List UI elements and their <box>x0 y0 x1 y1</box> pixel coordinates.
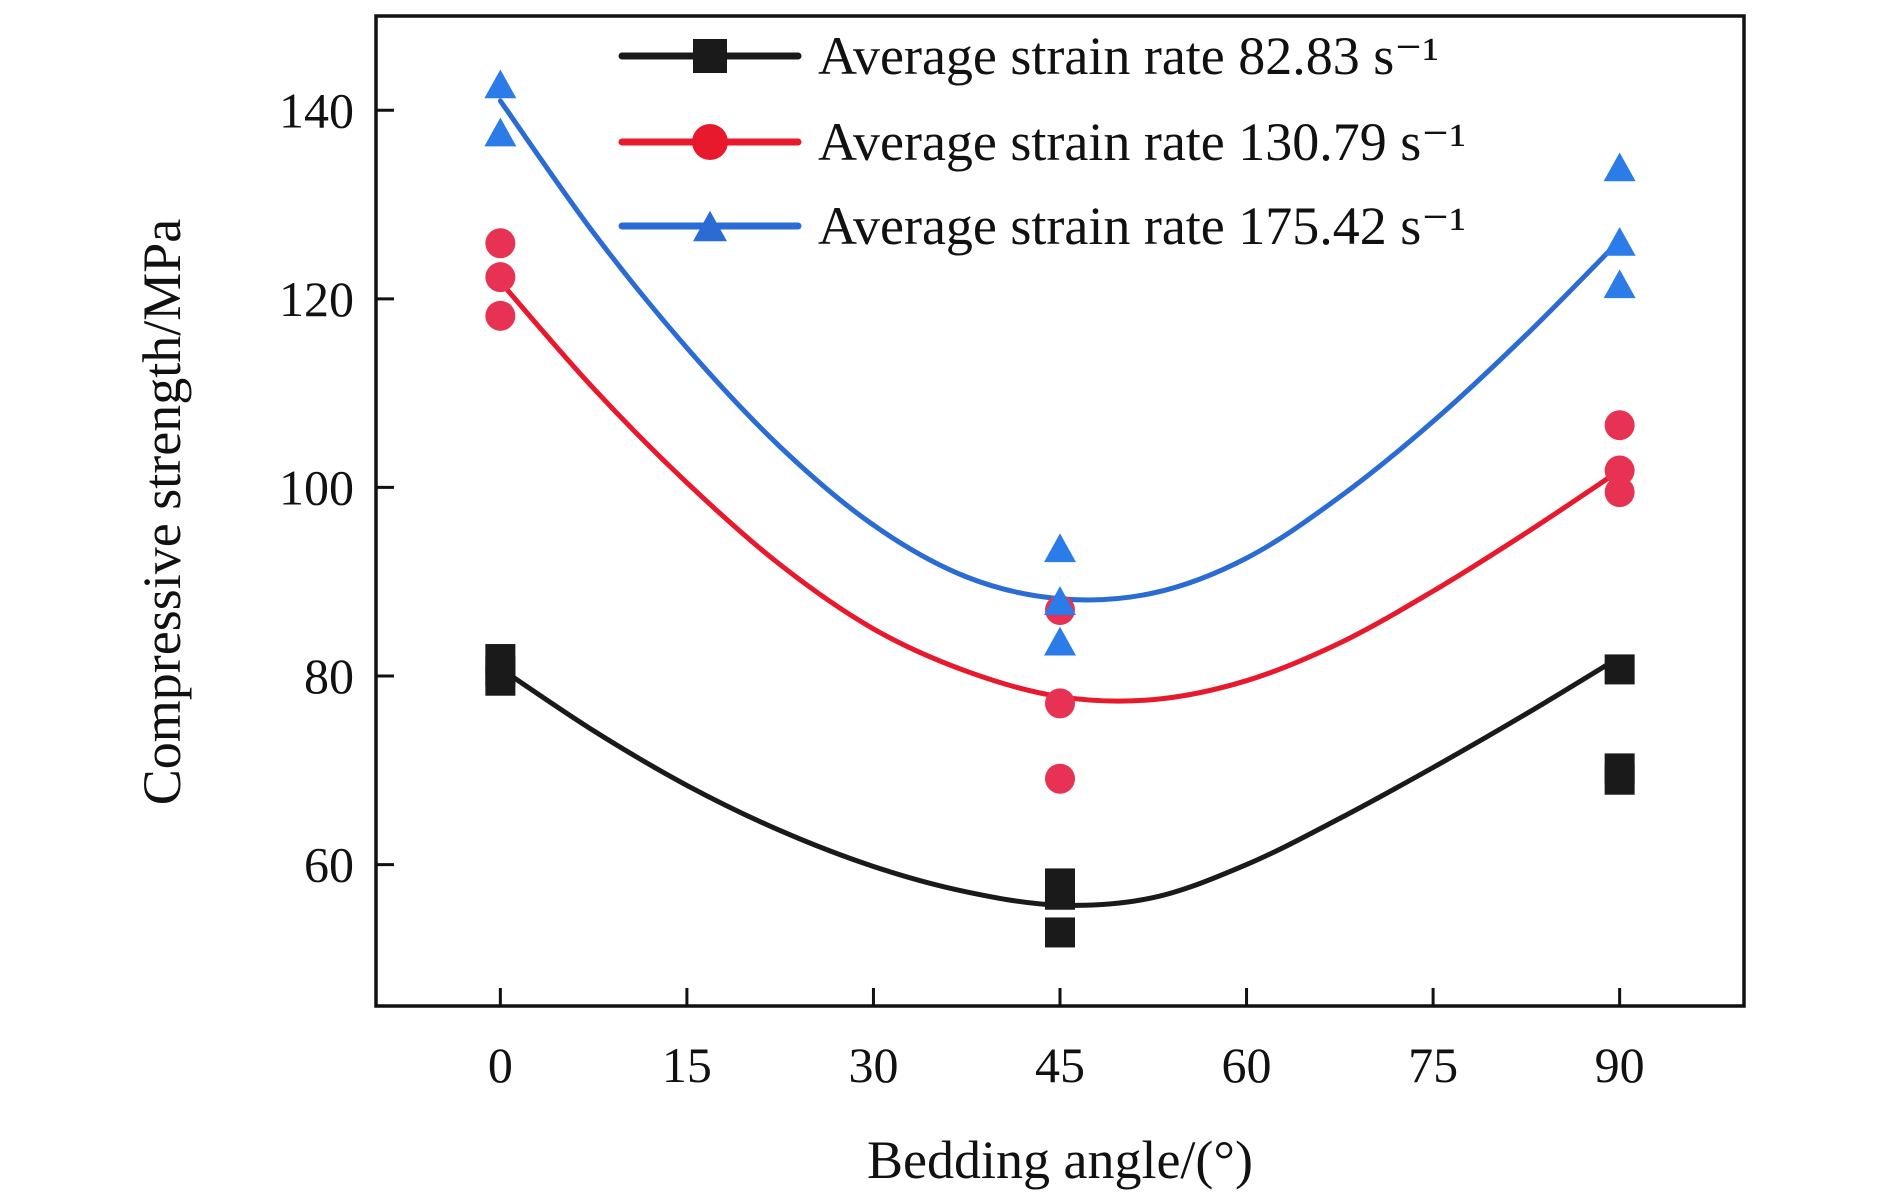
data-point-2 <box>1603 226 1636 256</box>
data-point-0 <box>1604 753 1635 784</box>
y-tick-label: 140 <box>279 82 354 138</box>
x-tick-label: 75 <box>1408 1037 1458 1093</box>
fit-line-2 <box>497 98 1623 603</box>
legend-label-1: Average strain rate 130.79 s⁻¹ <box>818 112 1466 172</box>
data-point-0 <box>485 644 516 675</box>
data-point-2 <box>1603 269 1636 299</box>
legend-marker-2 <box>693 210 727 242</box>
data-point-1 <box>485 228 516 259</box>
data-point-1 <box>485 300 516 331</box>
data-point-0 <box>1045 917 1075 948</box>
data-point-2 <box>484 69 517 99</box>
x-tick-label: 0 <box>488 1037 513 1093</box>
data-point-2 <box>1044 533 1076 563</box>
legend-marker-1 <box>692 124 728 160</box>
x-tick-label: 30 <box>848 1037 898 1093</box>
data-points <box>484 69 1636 948</box>
legend-label-2: Average strain rate 175.42 s⁻¹ <box>818 196 1466 256</box>
data-point-1 <box>1604 455 1635 486</box>
y-tick-label: 60 <box>304 837 354 893</box>
legend: Average strain rate 82.83 s⁻¹ Average str… <box>618 26 1466 256</box>
x-axis-ticks: 0 15 30 45 60 75 90 <box>488 988 1645 1093</box>
data-point-0 <box>1045 868 1075 899</box>
x-axis-label: Bedding angle/(°) <box>867 1130 1253 1190</box>
data-point-1 <box>1604 410 1635 441</box>
x-tick-label: 45 <box>1035 1037 1085 1093</box>
x-tick-label: 90 <box>1595 1037 1645 1093</box>
data-point-2 <box>1603 152 1636 182</box>
legend-marker-0 <box>693 39 727 73</box>
y-tick-label: 80 <box>304 648 354 704</box>
y-tick-label: 100 <box>279 459 354 515</box>
y-axis-ticks: 60 80 100 120 140 <box>279 82 394 893</box>
x-tick-label: 60 <box>1222 1037 1272 1093</box>
data-point-1 <box>485 262 516 293</box>
data-point-1 <box>1045 688 1075 719</box>
data-point-2 <box>484 117 517 147</box>
data-point-2 <box>1044 626 1076 656</box>
data-point-1 <box>1604 477 1635 508</box>
data-point-1 <box>1045 763 1075 794</box>
data-point-0 <box>1604 654 1635 685</box>
y-axis-label: Compressive strength/MPa <box>132 219 192 805</box>
legend-label-0: Average strain rate 82.83 s⁻¹ <box>818 26 1439 86</box>
data-point-2 <box>1044 586 1076 615</box>
x-tick-label: 15 <box>662 1037 712 1093</box>
y-tick-label: 120 <box>279 271 354 327</box>
